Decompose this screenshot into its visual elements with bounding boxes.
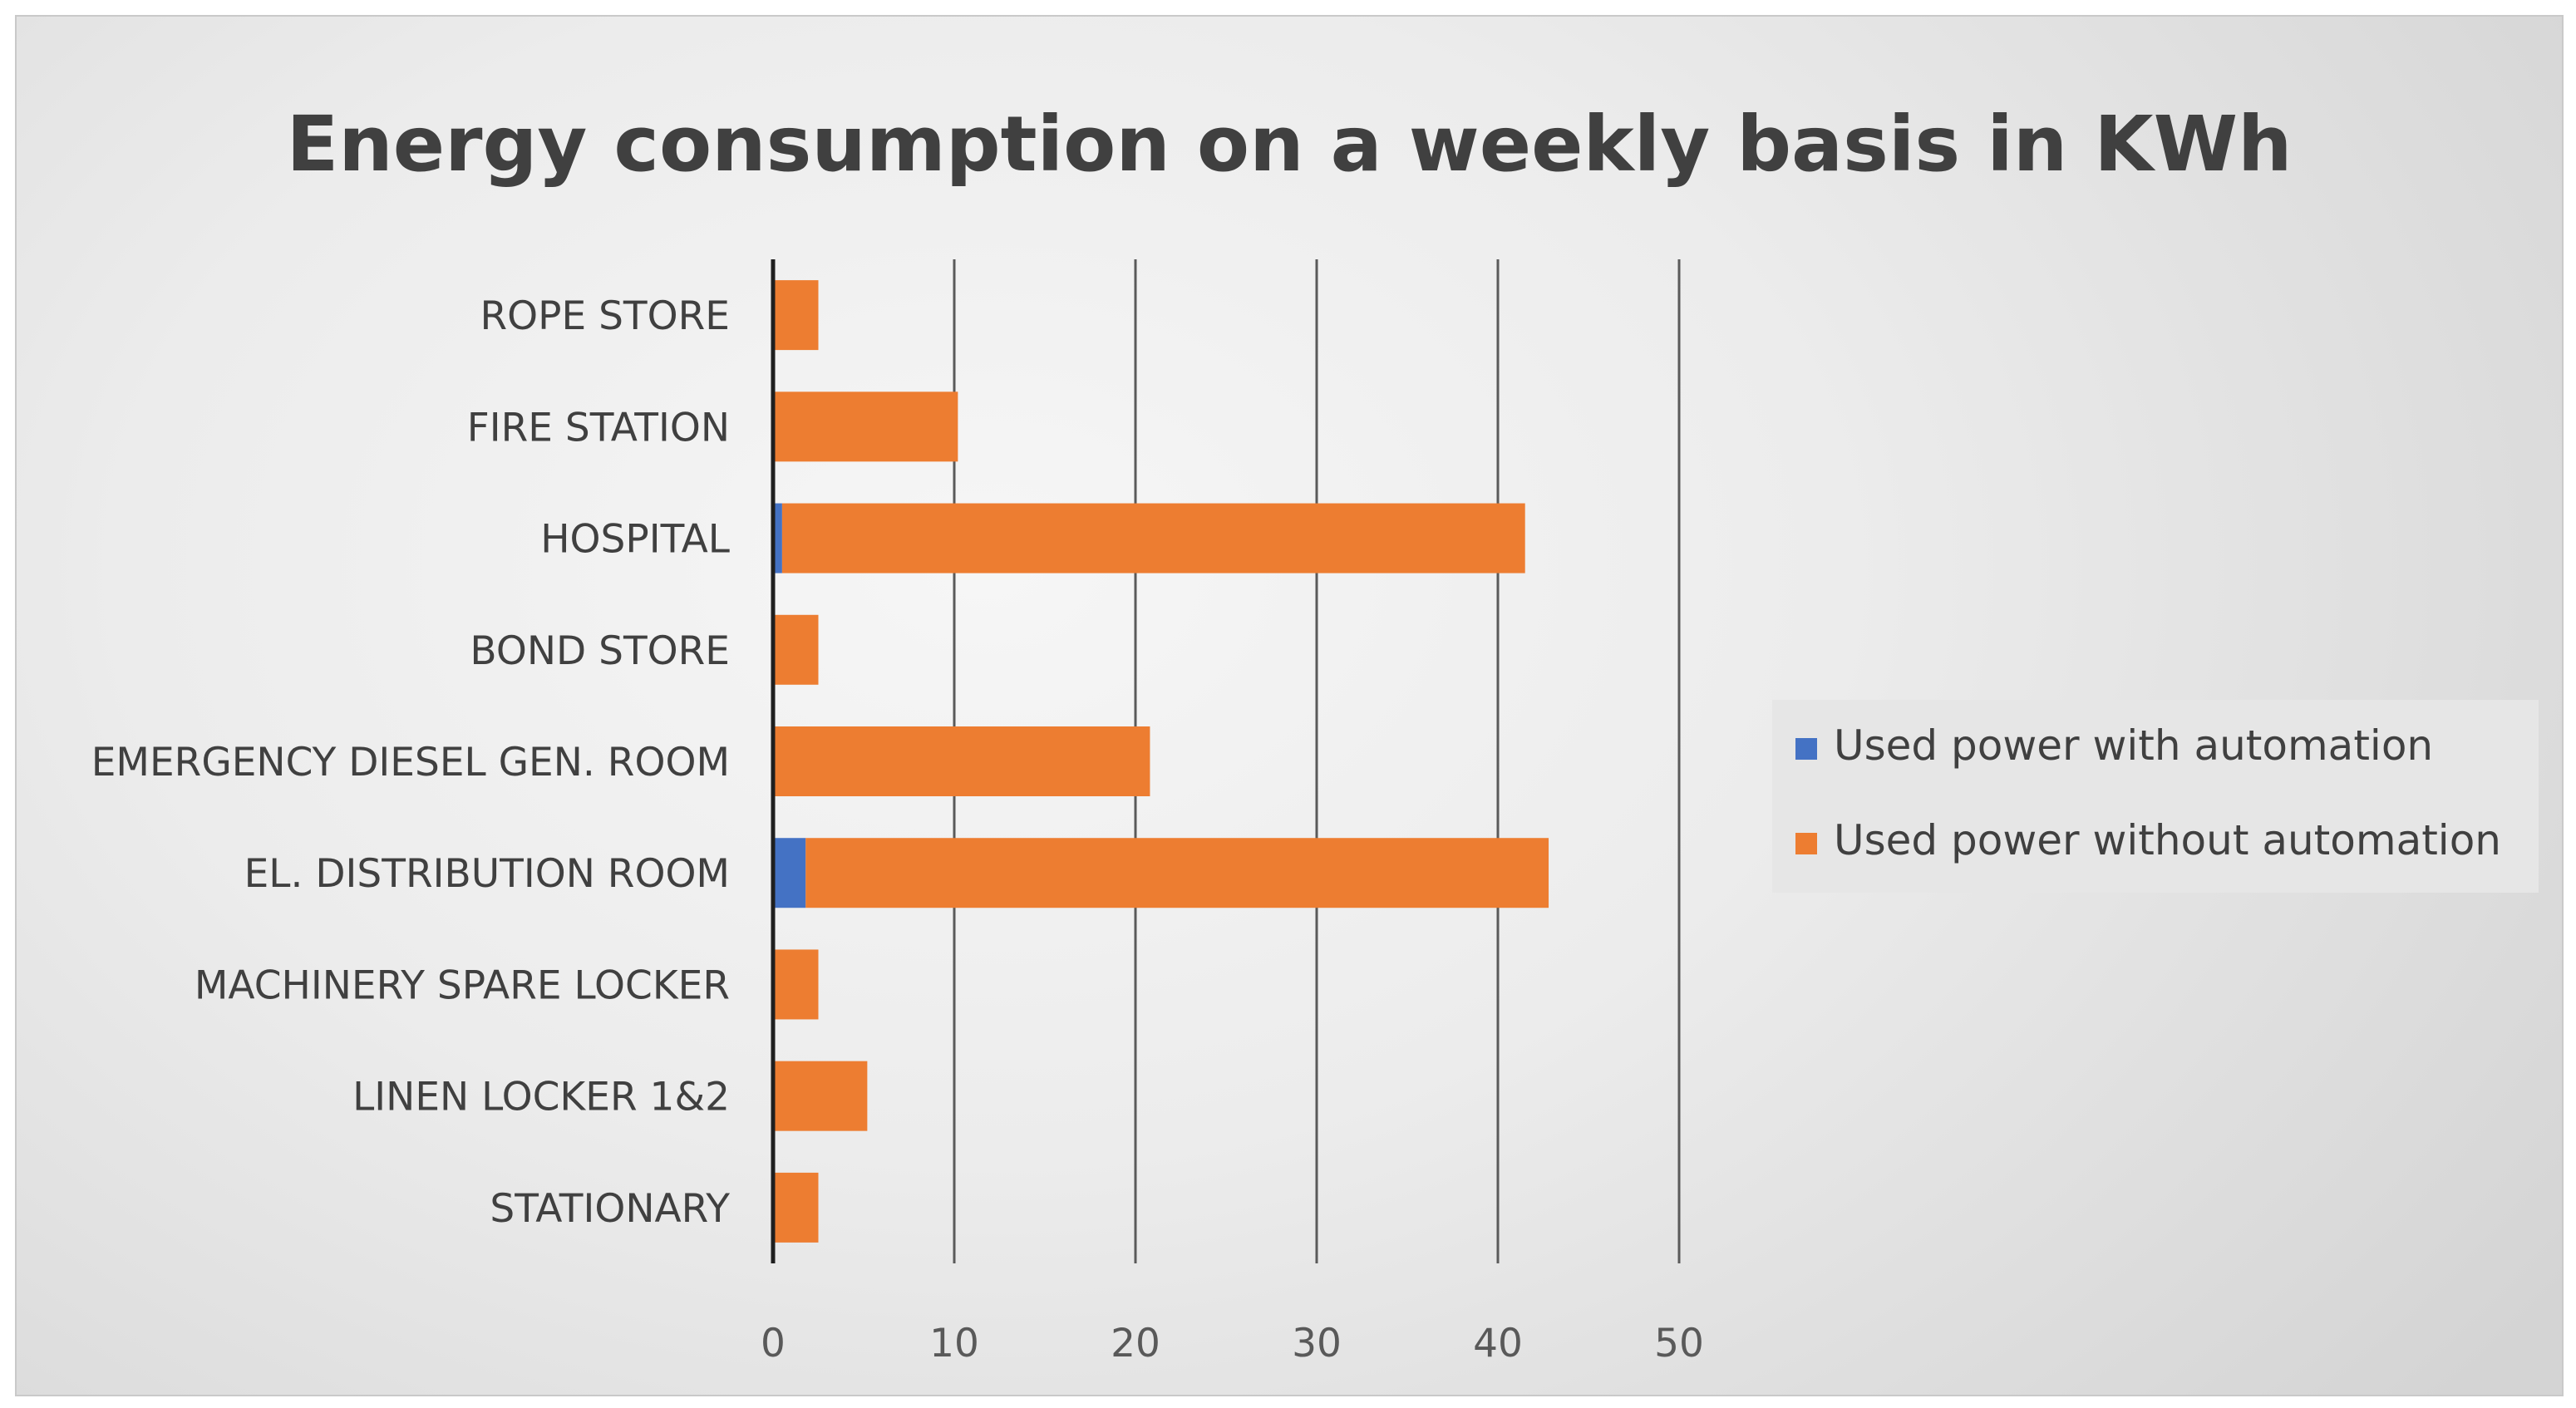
category-label: HOSPITAL xyxy=(540,517,730,563)
x-tick-labels: 0 10 20 30 40 50 xyxy=(761,1321,1704,1366)
x-tick-label: 40 xyxy=(1473,1321,1523,1366)
x-tick-label: 30 xyxy=(1292,1321,1342,1366)
legend-swatch xyxy=(1795,833,1817,854)
bar-without-automation-1 xyxy=(773,391,958,462)
bar-with-automation-2 xyxy=(773,503,782,574)
grid-lines xyxy=(953,259,1681,1263)
bars xyxy=(773,280,1549,1243)
legend: Used power with automation Used power wit… xyxy=(1772,700,2539,893)
category-label: MACHINERY SPARE LOCKER xyxy=(195,962,730,1008)
legend-label: Used power with automation xyxy=(1834,721,2433,770)
x-tick-label: 50 xyxy=(1654,1321,1704,1366)
category-label: ROPE STORE xyxy=(480,293,730,339)
bar-without-automation-5 xyxy=(805,838,1549,908)
bar-chart: Energy consumption on a weekly basis in … xyxy=(91,100,2539,1366)
bar-without-automation-7 xyxy=(773,1061,868,1131)
bar-without-automation-0 xyxy=(773,280,819,351)
x-tick-label: 10 xyxy=(929,1321,979,1366)
bar-without-automation-6 xyxy=(773,949,819,1020)
bar-with-automation-5 xyxy=(773,838,806,908)
bar-without-automation-8 xyxy=(773,1172,819,1243)
bar-without-automation-2 xyxy=(781,503,1525,574)
legend-box xyxy=(1772,700,2539,893)
x-tick-label: 20 xyxy=(1111,1321,1160,1366)
category-label: FIRE STATION xyxy=(467,405,730,450)
category-label: LINEN LOCKER 1&2 xyxy=(352,1075,730,1120)
bar-without-automation-4 xyxy=(773,726,1150,796)
chart-frame: Energy consumption on a weekly basis in … xyxy=(15,15,2564,1396)
x-tick-label: 0 xyxy=(761,1321,786,1366)
category-label: EMERGENCY DIESEL GEN. ROOM xyxy=(91,740,730,785)
chart-title: Energy consumption on a weekly basis in … xyxy=(286,100,2292,189)
category-label: EL. DISTRIBUTION ROOM xyxy=(244,851,730,897)
legend-label: Used power without automation xyxy=(1834,816,2501,864)
bar-without-automation-3 xyxy=(773,614,819,685)
category-label: STATIONARY xyxy=(490,1186,730,1232)
legend-swatch xyxy=(1795,738,1817,760)
category-label: BOND STORE xyxy=(470,628,730,674)
category-labels: ROPE STORE FIRE STATION HOSPITAL BOND STORE… xyxy=(91,293,731,1232)
